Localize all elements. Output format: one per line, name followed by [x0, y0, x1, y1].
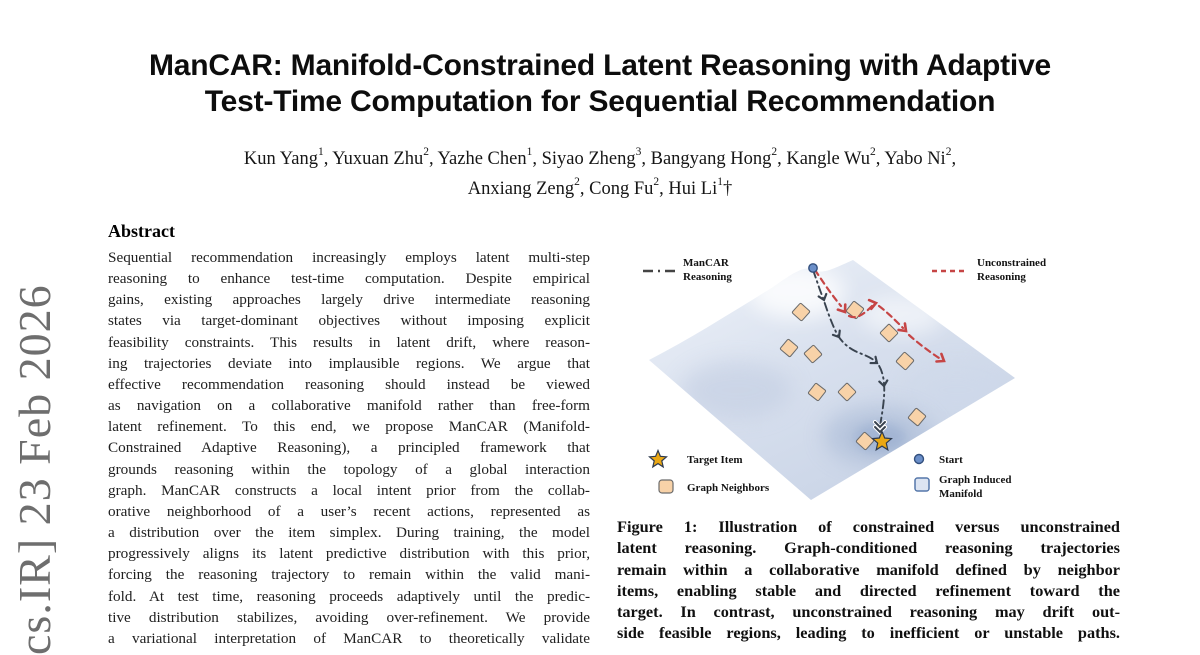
text-line: as navigation on a collaborative manifol… — [108, 397, 590, 415]
author-row-2: Anxiang Zeng2, Cong Fu2, Hui Li1† — [467, 176, 733, 199]
text-line: progressively aligns its latent predicti… — [108, 545, 590, 563]
mancar-reasoning-path — [812, 269, 889, 435]
manifold-figure: ManCAR Reasoning Unconstrained Reasoning… — [643, 257, 1046, 500]
text-line: ing trajectories deviate into implausibl… — [108, 354, 590, 372]
text-line: remain within a collaborative manifold d… — [617, 559, 1120, 579]
legend-target-item-label: Target Item — [687, 454, 743, 466]
graph-neighbor — [779, 338, 799, 358]
graph-neighbor — [855, 431, 875, 451]
target-item-star — [871, 429, 893, 452]
text-line: grounds reasoning within the topology of… — [108, 460, 590, 478]
text-line: fold. At test time, reasoning proceeds a… — [108, 587, 590, 605]
paper-title: ManCAR: Manifold-Constrained Latent Reas… — [0, 48, 1200, 120]
legend-unconstrained-label-1: Unconstrained — [977, 257, 1046, 269]
legend-start-label: Start — [939, 454, 963, 466]
abstract-body: Sequential recommendation increasingly e… — [108, 247, 590, 649]
text-line: side feasible regions, leading to ineffi… — [617, 623, 1120, 643]
graph-neighbor-markers — [779, 300, 927, 451]
graph-neighbor — [895, 351, 915, 371]
legend-manifold-label-1: Graph Induced — [939, 474, 1011, 486]
author-row-1: Kun Yang1, Yuxuan Zhu2, Yazhe Chen1, Siy… — [243, 146, 957, 169]
text-line: gains, existing approaches largely drive… — [108, 291, 590, 309]
text-line: orative neighborhood of a user’s recent … — [108, 502, 590, 520]
text-line: tive distribution stabilizes, avoiding o… — [108, 608, 590, 626]
text-line: states via target-dominant objectives wi… — [108, 312, 590, 330]
text-line: Constrained Adaptive Reasoning), a princ… — [108, 439, 590, 457]
legend-graph-induced-manifold: Graph Induced Manifold — [914, 474, 1011, 500]
abstract-heading: Abstract — [108, 221, 175, 241]
paper-title-line-2: Test-Time Computation for Sequential Rec… — [204, 85, 996, 118]
legend-mancar: ManCAR Reasoning — [643, 257, 732, 283]
text-line: a variational interpretation of ManCAR t… — [108, 629, 590, 647]
author-list: Kun Yang1, Yuxuan Zhu2, Yazhe Chen1, Siy… — [0, 144, 1200, 204]
graph-neighbor — [879, 323, 899, 343]
text-line: feasibility constraints. This results in… — [108, 333, 590, 351]
legend-graph-neighbors: Graph Neighbors — [658, 479, 770, 494]
unconstrained-reasoning-path — [813, 268, 946, 363]
arxiv-banner: cs.IR] 23 Feb 2026 — [9, 284, 60, 655]
legend-unconstrained: Unconstrained Reasoning — [932, 257, 1046, 283]
text-line: graph. ManCAR constructs a local intent … — [108, 481, 590, 499]
legend-start: Start — [913, 453, 963, 466]
red-arrowheads — [836, 298, 946, 363]
text-line: forcing the reasoning trajectory to rema… — [108, 566, 590, 584]
legend-mancar-label-1: ManCAR — [683, 257, 730, 269]
start-marker — [808, 263, 818, 273]
graph-induced-manifold-surface — [649, 260, 1015, 500]
black-arrowheads — [817, 292, 889, 388]
text-line: Sequential recommendation increasingly e… — [108, 249, 590, 266]
legend-graph-neighbors-label: Graph Neighbors — [687, 482, 770, 494]
landing-chevrons — [873, 420, 887, 435]
legend-manifold-label-2: Manifold — [939, 488, 982, 500]
text-line: a distribution over the item simplex. Du… — [108, 524, 590, 542]
paper-title-line-1: ManCAR: Manifold-Constrained Latent Reas… — [148, 49, 1052, 82]
graph-neighbor — [837, 382, 857, 402]
legend-mancar-label-2: Reasoning — [683, 271, 732, 283]
text-line: latent refinement. To this end, we propo… — [108, 418, 590, 436]
graph-neighbor-icon — [658, 479, 674, 494]
figure-1: ManCAR Reasoning Unconstrained Reasoning… — [617, 240, 1120, 508]
text-line: Figure 1: Illustration of constrained ve… — [617, 517, 1120, 536]
text-line: target. In contrast, unconstrained reaso… — [617, 602, 1120, 622]
graph-neighbor — [907, 407, 927, 427]
text-line: effective recommendation reasoning shoul… — [108, 375, 590, 393]
graph-neighbor — [845, 300, 865, 320]
text-line: reasoning to enhance test-time computati… — [108, 270, 590, 288]
start-icon — [913, 453, 925, 465]
graph-neighbor — [803, 344, 823, 364]
manifold-icon — [914, 477, 930, 492]
text-line: items, enabling stable and directed refi… — [617, 580, 1120, 600]
graph-neighbor — [807, 382, 827, 402]
figure-caption: Figure 1: Illustration of constrained ve… — [617, 516, 1120, 644]
legend-unconstrained-label-2: Reasoning — [977, 271, 1026, 283]
target-item-icon — [648, 448, 668, 469]
abstract-section: Abstract Sequential recommendation incre… — [108, 219, 590, 649]
graph-neighbor — [791, 302, 811, 322]
legend-target-item: Target Item — [648, 448, 743, 469]
text-line: latent reasoning. Graph-conditioned reas… — [617, 538, 1120, 558]
